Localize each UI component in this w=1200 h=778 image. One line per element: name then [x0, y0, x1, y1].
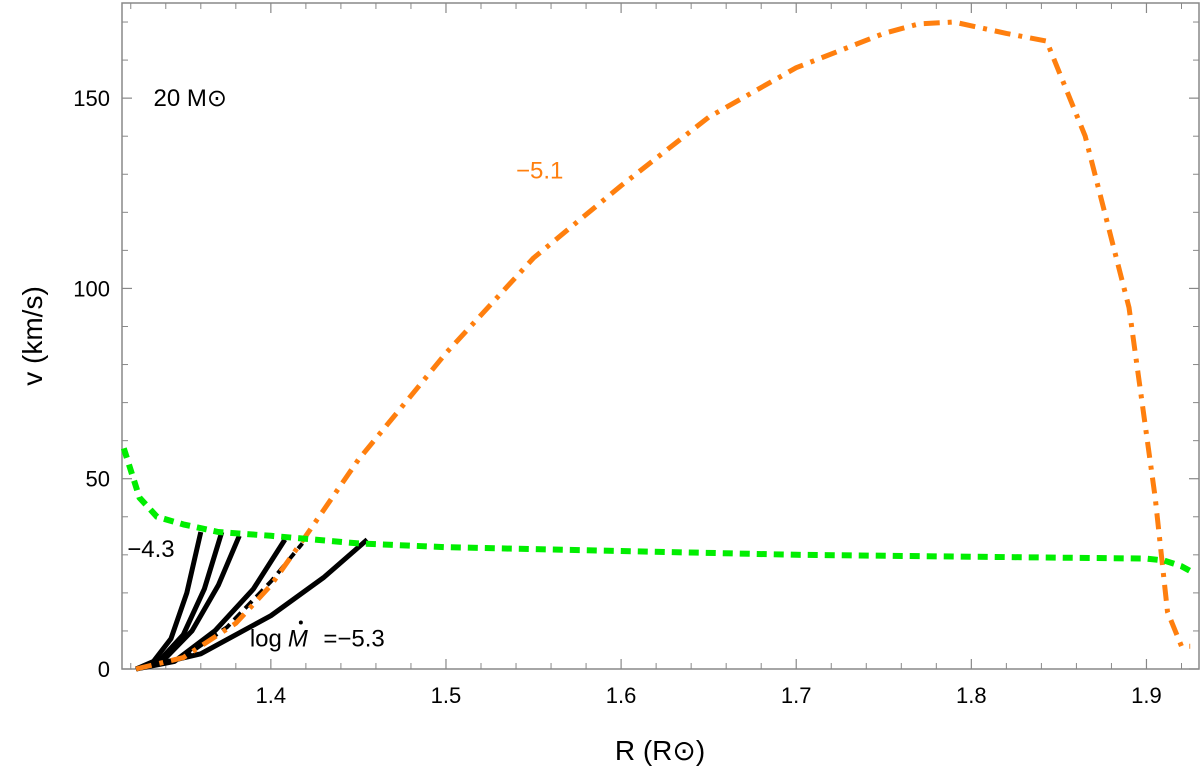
mdot-dot — [298, 620, 303, 625]
annotations: 20 M⊙ −5.1 −4.3 log =−5.3 M — [127, 85, 563, 652]
x-tick-label: 1.7 — [781, 683, 812, 708]
tick-labels: 1.4 1.5 1.6 1.7 1.8 1.9 0 50 100 150 — [73, 86, 1161, 708]
x-axis-title: R (R⊙) — [615, 735, 705, 766]
y-tick-label: 0 — [98, 657, 110, 682]
x-tick-label: 1.5 — [431, 683, 462, 708]
annotation-3: −4.3 — [127, 536, 174, 563]
x-tick-label: 1.4 — [256, 683, 287, 708]
y-tick-label: 150 — [73, 86, 110, 111]
x-tick-label: 1.9 — [1131, 683, 1162, 708]
y-tick-label: 100 — [73, 276, 110, 301]
y-axis-title: v (km/s) — [17, 286, 48, 386]
annotation-4: log — [250, 626, 282, 653]
annotation-2: −5.1 — [516, 157, 563, 184]
x-tick-label: 1.6 — [606, 683, 637, 708]
ticks — [122, 3, 1199, 670]
series-line-8 — [120, 447, 1197, 577]
series-line-7 — [135, 19, 1191, 672]
annotation-5: =−5.3 — [323, 626, 384, 653]
annotation-1: 20 M⊙ — [154, 85, 227, 112]
mdot-symbol: M — [288, 626, 308, 653]
y-tick-label: 50 — [86, 467, 110, 492]
plot-frame — [121, 2, 1200, 670]
series-layer — [120, 19, 1197, 672]
x-tick-label: 1.8 — [956, 683, 987, 708]
